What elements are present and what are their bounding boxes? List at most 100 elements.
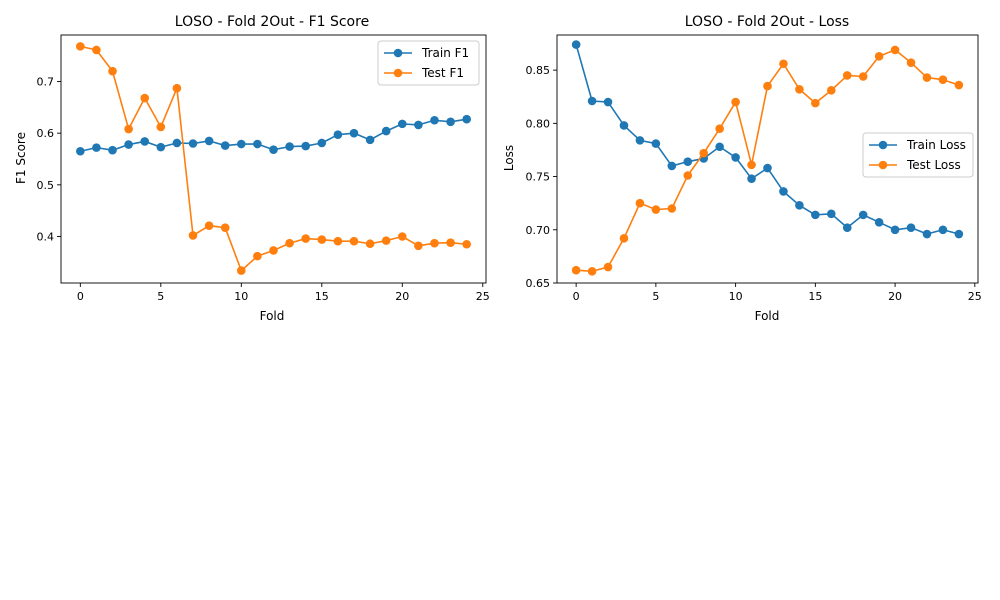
- data-point-test: [699, 148, 709, 158]
- data-point-test: [462, 239, 471, 249]
- legend-label: Test F1: [421, 66, 464, 80]
- data-point-train: [365, 135, 375, 145]
- data-point-test: [603, 262, 613, 272]
- data-point-train: [938, 225, 948, 235]
- x-tick-label: 0: [77, 290, 84, 303]
- data-point-test: [446, 238, 455, 247]
- data-point-test: [156, 122, 166, 132]
- data-point-train: [922, 229, 932, 239]
- data-point-train: [795, 201, 804, 210]
- data-point-test: [842, 71, 852, 80]
- data-point-test: [253, 251, 262, 261]
- x-tick-label: 15: [315, 290, 329, 303]
- data-point-train: [651, 139, 661, 148]
- y-tick-label: 0.7: [37, 76, 55, 89]
- data-point-train: [76, 146, 85, 156]
- data-point-train: [635, 136, 645, 145]
- data-point-train: [603, 97, 613, 107]
- data-point-train: [890, 225, 900, 235]
- data-point-train: [747, 174, 756, 183]
- data-point-test: [317, 235, 327, 244]
- data-point-test: [651, 205, 661, 214]
- x-tick-label: 15: [808, 290, 822, 303]
- y-tick-label: 0.75: [526, 171, 551, 184]
- data-point-test: [204, 221, 214, 230]
- legend-label: Train F1: [421, 46, 469, 60]
- data-point-train: [397, 119, 407, 129]
- legend: Train Loss Test Loss: [862, 132, 974, 178]
- data-point-test: [349, 236, 359, 246]
- data-point-test: [172, 83, 182, 93]
- data-point-train: [874, 218, 884, 227]
- data-point-train: [124, 140, 133, 149]
- y-tick-label: 0.4: [37, 231, 55, 244]
- x-tick-label: 10: [234, 290, 248, 303]
- y-tick-label: 0.5: [37, 179, 55, 192]
- y-tick-label: 0.6: [37, 127, 55, 140]
- chart-loss: LOSO - Fold 2Out - Loss Fold Loss 0 5 10 15…: [502, 14, 982, 323]
- chart-title: LOSO - Fold 2Out - Loss: [685, 14, 849, 30]
- legend-marker: [878, 140, 888, 150]
- x-tick-label: 10: [729, 290, 743, 303]
- data-point-test: [188, 231, 198, 240]
- data-point-train: [906, 223, 916, 232]
- data-point-test: [430, 238, 439, 248]
- y-tick-label: 0.85: [526, 64, 551, 77]
- legend-label: Test Loss: [906, 158, 961, 172]
- data-point-test: [301, 234, 310, 243]
- data-point-train: [462, 114, 471, 124]
- data-point-train: [285, 142, 294, 151]
- data-point-test: [285, 238, 294, 248]
- legend-marker: [878, 160, 888, 170]
- legend-marker: [393, 68, 403, 78]
- data-point-test: [108, 66, 117, 76]
- data-point-test: [571, 265, 581, 275]
- legend-box: [377, 40, 480, 86]
- data-point-test: [269, 246, 278, 255]
- data-point-train: [430, 115, 439, 125]
- data-point-train: [619, 121, 629, 130]
- data-point-train: [446, 117, 455, 127]
- data-point-train: [763, 163, 772, 173]
- legend-marker: [393, 48, 403, 58]
- y-tick-label: 0.65: [526, 277, 551, 290]
- data-point-test: [333, 236, 343, 246]
- data-point-test: [365, 239, 375, 249]
- data-point-test: [140, 93, 150, 103]
- data-point-test: [619, 233, 629, 243]
- data-point-train: [333, 130, 343, 140]
- data-point-train: [108, 145, 117, 155]
- chart-title: LOSO - Fold 2Out - F1 Score: [175, 14, 369, 30]
- x-tick-label: 20: [395, 290, 409, 303]
- x-tick-label: 20: [888, 290, 902, 303]
- data-point-test: [124, 124, 133, 134]
- data-point-train: [667, 161, 677, 171]
- data-point-train: [954, 229, 964, 239]
- data-point-train: [414, 120, 423, 130]
- data-point-train: [811, 210, 820, 220]
- data-point-test: [826, 86, 836, 95]
- data-point-test: [763, 81, 772, 91]
- data-point-test: [715, 124, 724, 133]
- data-point-test: [397, 232, 407, 241]
- data-point-train: [587, 96, 597, 106]
- data-point-train: [349, 128, 359, 138]
- data-point-train: [204, 136, 214, 146]
- data-point-test: [890, 45, 900, 55]
- data-point-train: [301, 141, 310, 151]
- data-point-test: [922, 73, 932, 82]
- data-point-test: [683, 171, 693, 180]
- data-point-test: [874, 51, 884, 61]
- data-point-test: [811, 98, 820, 108]
- data-point-test: [779, 59, 788, 69]
- data-point-train: [269, 145, 278, 154]
- data-point-test: [795, 84, 804, 94]
- y-axis-label: Loss: [502, 145, 516, 171]
- x-tick-label: 5: [157, 290, 164, 303]
- data-point-test: [667, 204, 677, 213]
- data-point-train: [571, 40, 581, 49]
- y-tick-label: 0.80: [526, 117, 551, 130]
- data-point-train: [220, 141, 230, 150]
- data-point-train: [779, 187, 788, 196]
- x-tick-label: 0: [573, 290, 580, 303]
